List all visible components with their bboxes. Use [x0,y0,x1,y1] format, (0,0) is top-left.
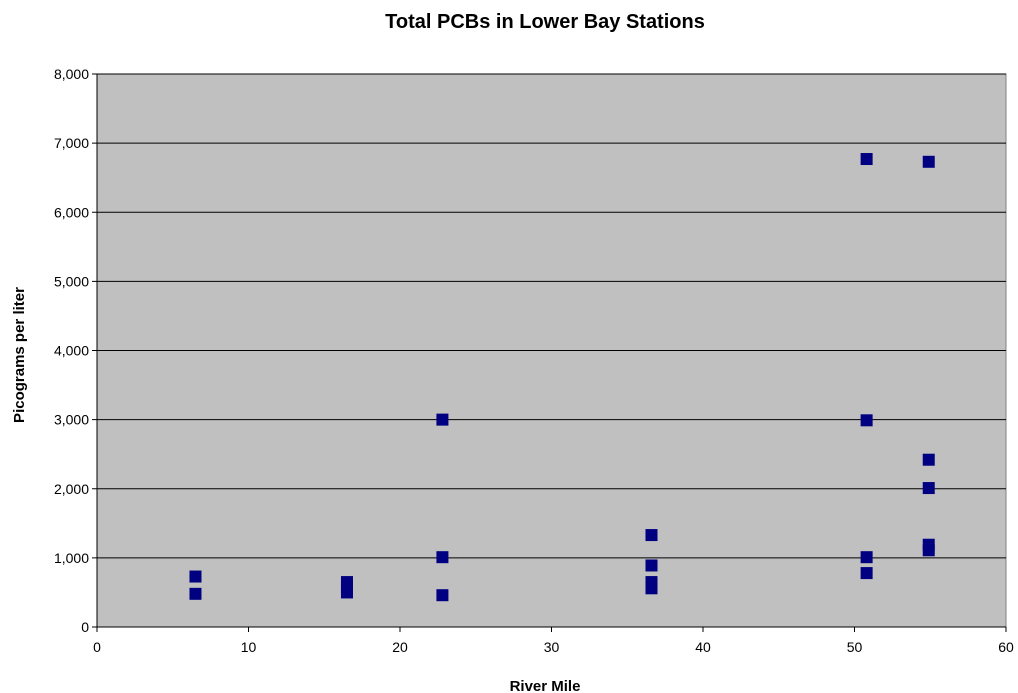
x-tick-label: 40 [695,639,711,655]
chart-title: Total PCBs in Lower Bay Stations [385,11,705,33]
data-point [922,482,935,495]
x-tick-label: 0 [93,639,101,655]
data-points [189,153,935,602]
y-axis-label: Picograms per liter [11,287,28,423]
data-point [860,153,873,166]
data-point [922,544,935,557]
data-point [189,570,202,583]
data-point [340,586,353,599]
data-point [922,155,935,168]
x-tick-label: 60 [998,639,1014,655]
y-tick-label: 7,000 [54,135,89,151]
x-tick-label: 10 [241,639,257,655]
y-tick-label: 6,000 [54,204,89,220]
ticks: 0 1,000 2,000 3,000 4,000 5,000 6,000 7,000 8,00… [54,66,1014,655]
data-point [436,551,449,564]
y-tick-label: 4,000 [54,343,89,359]
data-point [645,582,658,595]
data-point [860,551,873,564]
x-tick-label: 50 [847,639,863,655]
y-tick-label: 3,000 [54,412,89,428]
y-tick-label: 8,000 [54,66,89,82]
y-tick-label: 2,000 [54,481,89,497]
y-tick-label: 0 [81,619,89,635]
data-point [189,587,202,600]
x-tick-label: 20 [392,639,408,655]
x-tick-label: 30 [544,639,560,655]
y-tick-label: 5,000 [54,273,89,289]
data-point [436,413,449,426]
y-tick-label: 1,000 [54,550,89,566]
data-point [860,414,873,427]
data-point [922,453,935,466]
data-point [645,559,658,572]
data-point [645,529,658,542]
gridlines [97,73,1006,559]
x-axis-label: River Mile [510,678,581,693]
data-point [860,567,873,580]
data-point [436,589,449,602]
